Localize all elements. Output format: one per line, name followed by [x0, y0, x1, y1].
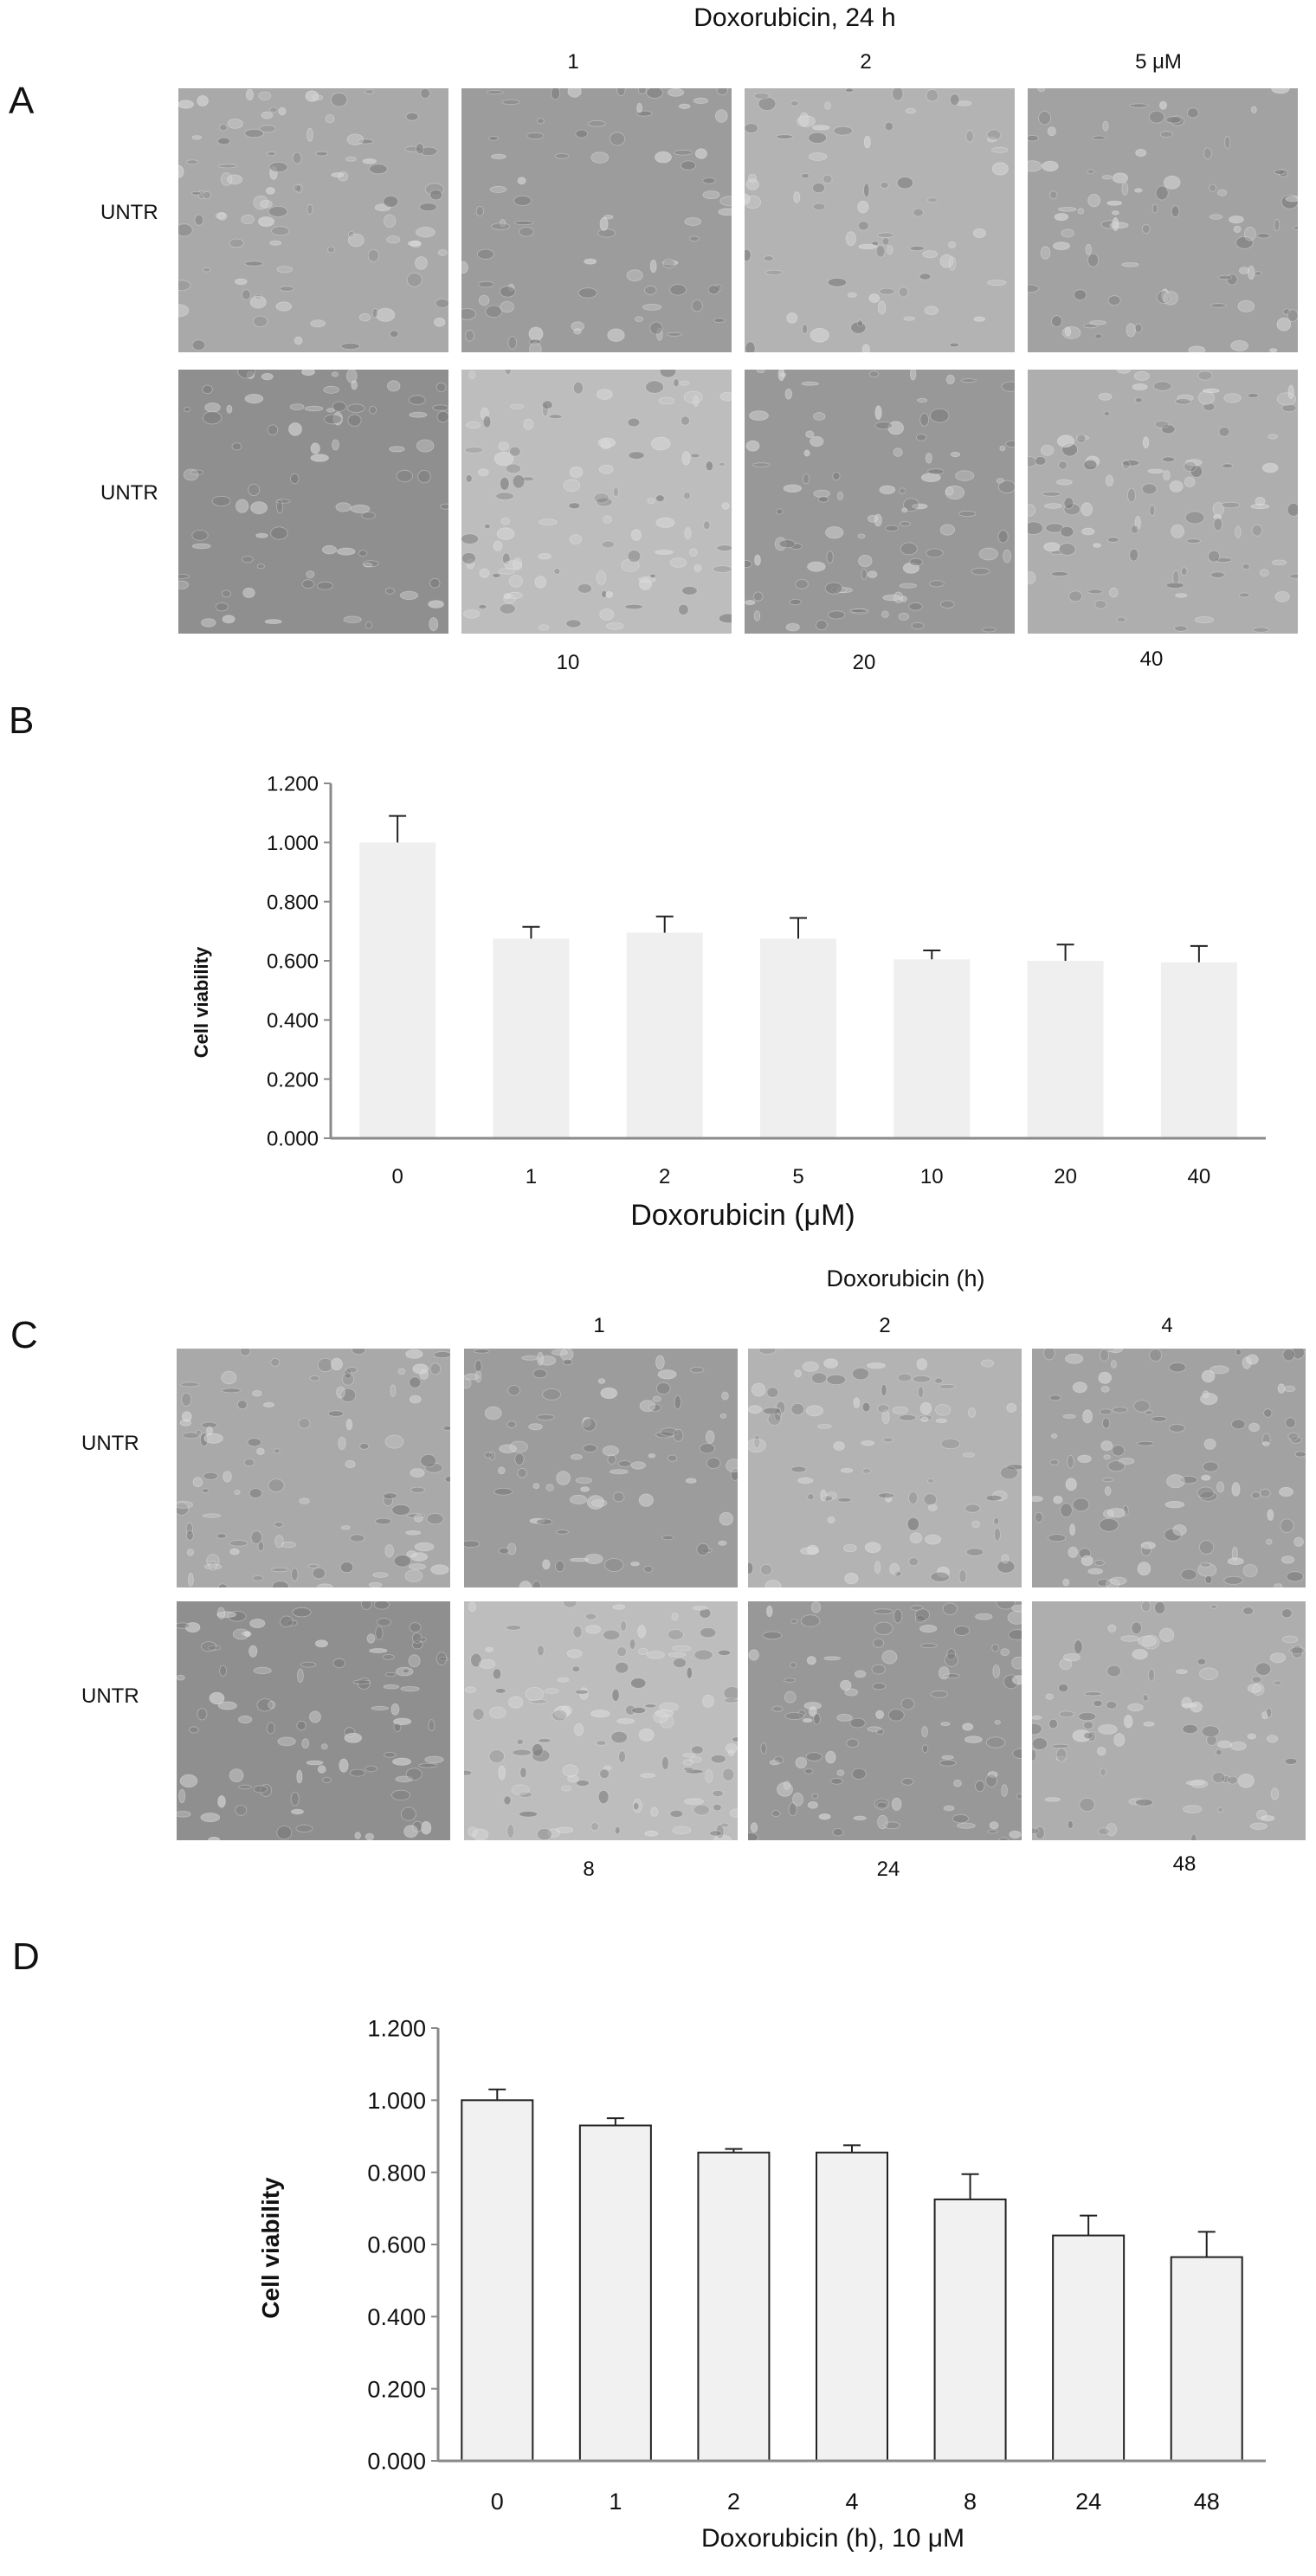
micrograph-a-5uM: [1028, 88, 1298, 352]
chart-b-xtick-label-0: 0: [391, 1165, 403, 1188]
chart-b-ytick-label-1: 0.200: [267, 1068, 319, 1092]
panel-a-top-label-2: 2: [860, 50, 872, 74]
panel-b-letter: B: [9, 699, 35, 742]
panel-a-bottom-label-1: 10: [556, 651, 580, 674]
chart-b-xtick-label-5: 20: [1054, 1165, 1077, 1188]
chart-d-ytick-label-2: 0.400: [367, 2304, 426, 2330]
chart-d-y-axis-label: Cell viability: [257, 2177, 284, 2319]
micrograph-c-24h: [748, 1601, 1022, 1840]
chart-b-bar-1: [493, 938, 570, 1138]
chart-b-xtick-label-3: 5: [792, 1165, 803, 1188]
micrograph-a-2uM: [745, 88, 1015, 352]
chart-d-ytick-label-1: 0.200: [367, 2376, 426, 2402]
chart-b-ytick-label-4: 0.800: [267, 891, 319, 914]
chart-b-bar-4: [893, 959, 971, 1138]
chart-b-bar-5: [1027, 961, 1104, 1138]
chart-d-xtick-label-6: 48: [1194, 2489, 1220, 2515]
chart-b-xtick-label-6: 40: [1188, 1165, 1211, 1188]
micrograph-a-40uM: [1028, 370, 1298, 634]
chart-b-ytick-label-6: 1.200: [267, 773, 319, 796]
chart-b-bar-6: [1160, 962, 1237, 1138]
micrograph-c-4h: [1032, 1349, 1306, 1587]
micrograph-c-2h: [748, 1349, 1022, 1587]
chart-d-xtick-label-3: 4: [845, 2489, 858, 2515]
chart-d-bar-5: [1052, 2234, 1126, 2462]
chart-d-xtick-label-2: 2: [727, 2489, 740, 2515]
panel-a-row-label-2: UNTR: [100, 481, 158, 505]
chart-d: 0 1 2 4 8 24 480.0000.2000.4000.6000.8001.0001…: [257, 2016, 1266, 2553]
chart-d-ytick-label-5: 1.000: [367, 2088, 426, 2114]
panel-a-row-label-1: UNTR: [100, 201, 158, 224]
panel-c-letter: C: [10, 1314, 38, 1356]
chart-b-xtick-label-1: 1: [526, 1165, 537, 1188]
chart-d-ytick-label-3: 0.600: [367, 2232, 426, 2258]
chart-d-bar-4: [933, 2198, 1007, 2463]
chart-d-xtick-label-4: 8: [964, 2489, 977, 2515]
chart-b: 0 1 2 5 10 20 40 0.000 0.200 0.400 0.600 0.800 1.000…: [190, 773, 1266, 1232]
panel-a-letter: A: [9, 80, 35, 122]
chart-b-ytick-label-0: 0.000: [267, 1128, 319, 1151]
chart-b-ytick-label-3: 0.600: [267, 950, 319, 974]
chart-d-ytick-label-6: 1.200: [367, 2016, 426, 2042]
chart-d-bar-6: [1170, 2256, 1243, 2463]
micrograph-a-untr-bottom: [178, 370, 448, 634]
chart-d-bar-1: [578, 2124, 652, 2462]
chart-d-bar-3: [816, 2151, 888, 2462]
chart-d-xtick-label-0: 0: [491, 2489, 504, 2515]
chart-b-bar-2: [626, 932, 703, 1138]
panel-c-row-label-1: UNTR: [81, 1432, 139, 1455]
chart-d-ytick-label-0: 0.000: [367, 2449, 426, 2475]
panel-c-title: Doxorubicin (h): [826, 1265, 985, 1291]
chart-d-ytick-label-4: 0.800: [367, 2160, 426, 2186]
panel-c-top-label-2: 2: [879, 1314, 891, 1337]
micrograph-a-1uM: [461, 88, 732, 352]
chart-d-xtick-label-1: 1: [609, 2489, 622, 2515]
chart-b-y-axis-label: Cell viability: [190, 946, 212, 1058]
chart-d-bar-0: [461, 2099, 534, 2462]
chart-b-xtick-label-4: 10: [920, 1165, 944, 1188]
chart-b-bar-3: [760, 938, 836, 1138]
chart-b-bar-0: [359, 842, 436, 1138]
micrograph-a-untr-top: [178, 88, 448, 352]
panel-c-bottom-label-1: 8: [583, 1858, 595, 1881]
panel-a-bottom-label-3: 40: [1139, 647, 1164, 671]
micrograph-c-untr-top: [177, 1349, 450, 1587]
chart-b-ytick-label-2: 0.400: [267, 1009, 319, 1033]
panel-d-letter: D: [12, 1935, 40, 1978]
panel-a-bottom-label-2: 20: [852, 651, 876, 674]
panel-c-bottom-label-2: 24: [876, 1858, 900, 1881]
chart-b-ytick-label-5: 1.000: [267, 832, 319, 855]
panel-c-top-label-3: 4: [1161, 1314, 1173, 1337]
micrograph-c-48h: [1032, 1601, 1306, 1840]
micrograph-a-10uM: [461, 370, 732, 634]
panel-a-top-label-1: 1: [567, 50, 579, 74]
panel-c-top-label-1: 1: [593, 1314, 605, 1337]
panel-a-title: Doxorubicin, 24 h: [693, 3, 896, 32]
panel-c-row-label-2: UNTR: [81, 1684, 139, 1708]
chart-d-x-axis-label: Doxorubicin (h), 10 μM: [701, 2524, 964, 2553]
micrograph-c-1h: [464, 1349, 738, 1587]
chart-b-x-axis-label: Doxorubicin (μM): [630, 1199, 855, 1232]
chart-b-xtick-label-2: 2: [659, 1165, 670, 1188]
micrograph-a-20uM: [745, 370, 1015, 634]
chart-d-bar-2: [697, 2151, 771, 2462]
micrograph-c-untr-bottom: [177, 1601, 450, 1840]
micrograph-c-8h: [464, 1601, 738, 1840]
chart-d-xtick-label-5: 24: [1075, 2489, 1101, 2515]
panel-a-top-label-3: 5 μM: [1135, 50, 1182, 74]
panel-c-bottom-label-3: 48: [1172, 1852, 1197, 1876]
